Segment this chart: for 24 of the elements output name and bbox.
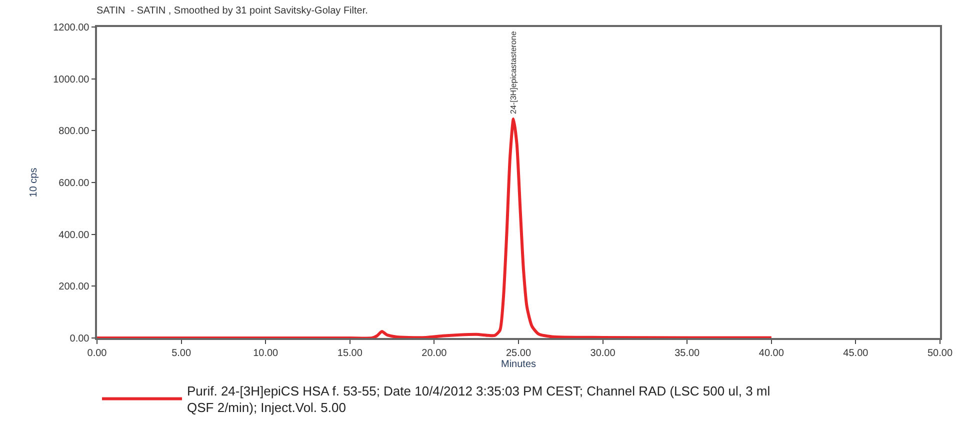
x-tick-label: 10.00: [253, 348, 279, 359]
annotation: 24-[3H]epicastasterone: [508, 30, 518, 114]
x-tick-label: 25.00: [506, 348, 532, 359]
x-tick-label: 40.00: [758, 348, 784, 359]
x-tick-label: 5.00: [172, 348, 192, 359]
text: Purif. 24-[3H]epiCS HSA f. 53-55; Date 10/4/2012 3:35:03 PM CEST; Channel RAD (LSC 500 ul, 3 ml QSF 2/min); Inject.Vol. 5.00: [187, 383, 770, 416]
x-axis-title: Minutes: [500, 358, 536, 370]
chart-title: SATIN - SATIN , Smoothed by 31 point Savitsky-Golay Filter.: [96, 6, 368, 17]
x-tick-label: 0.00: [87, 348, 108, 359]
y-tick-label: 600.00: [58, 178, 90, 189]
x-tick-label: 15.00: [337, 348, 363, 359]
y-tick-label: 1200.00: [53, 22, 90, 34]
y-tick-label: 400.00: [58, 230, 90, 241]
y-tick-label: 1000.00: [53, 74, 90, 86]
y-tick-label: 800.00: [58, 126, 90, 138]
x-tick-label: 30.00: [590, 348, 616, 359]
x-tick-label: 20.00: [422, 348, 448, 359]
y-axis-title: 10 cps: [28, 168, 40, 198]
y-tick-label: 0.00: [70, 334, 90, 344]
x-tick-label: 50.00: [927, 348, 953, 359]
line-series: [97, 118, 773, 338]
x-tick-label: 45.00: [843, 348, 869, 359]
y-tick-label: 200.00: [58, 282, 90, 293]
x-tick-label: 35.00: [674, 348, 700, 359]
